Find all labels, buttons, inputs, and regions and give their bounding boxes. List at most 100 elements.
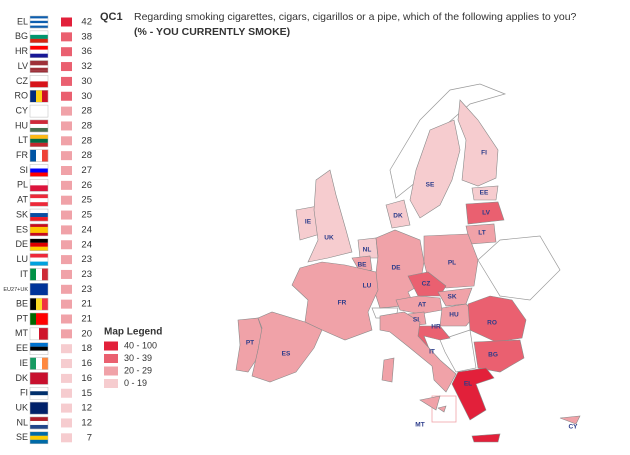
map-label: CY (568, 424, 578, 431)
value-label: 28 (81, 106, 92, 117)
flag-stripe (30, 38, 48, 43)
country-code: NL (16, 417, 28, 427)
country-code: PT (16, 313, 28, 323)
flag-stripe (30, 172, 48, 177)
map-label: SE (426, 182, 435, 189)
legend-label: 30 - 39 (124, 353, 152, 363)
flag-border (29, 193, 49, 207)
map-label: EE (480, 190, 489, 197)
flag-stripe (36, 357, 43, 370)
flag-stripe (30, 67, 48, 71)
map-label: FI (481, 150, 487, 157)
legend-title: Map Legend (104, 327, 162, 338)
value-swatch (61, 166, 72, 175)
flag-border (29, 149, 49, 162)
flag-stripe (42, 357, 49, 370)
flag-stripe (30, 268, 37, 281)
value-label: 38 (81, 31, 92, 42)
value-swatch (61, 151, 72, 161)
map-label: DK (393, 213, 403, 220)
value-swatch (61, 32, 72, 42)
value-swatch (61, 76, 72, 86)
map-label: EL (464, 381, 472, 388)
map-label: UK (324, 235, 334, 242)
value-swatch (61, 225, 72, 235)
flag-stripe (30, 232, 48, 236)
flag-stripe (30, 25, 48, 29)
question-subtitle: (% - YOU CURRENTLY SMOKE) (134, 26, 290, 38)
map-label: PT (246, 340, 254, 347)
flag-stripe (30, 105, 48, 118)
flag-border (29, 90, 49, 103)
flag-stripe (30, 420, 48, 426)
value-label: 21 (81, 314, 92, 325)
country-code: IE (19, 358, 28, 368)
value-label: 27 (81, 165, 92, 176)
value-label: 30 (81, 91, 92, 102)
flag-stripe (30, 142, 48, 147)
legend-swatch (104, 379, 118, 388)
country-shape (351, 255, 373, 273)
value-swatch (61, 388, 72, 398)
flag-stripe (30, 18, 48, 21)
flag-stripe (30, 81, 48, 88)
country-shape (457, 99, 499, 187)
flag-border (29, 30, 49, 44)
flag-border (29, 297, 49, 311)
value-swatch (61, 403, 72, 413)
flag-stripe (36, 313, 43, 325)
legend-swatch (104, 354, 118, 363)
country-shape (473, 339, 525, 373)
value-label: 23 (81, 284, 92, 295)
country-code: IT (20, 269, 29, 279)
value-swatch (61, 136, 72, 146)
flag-stripe (36, 149, 43, 162)
flag-stripe (30, 53, 48, 58)
flag-stripe (30, 242, 48, 247)
flag-border (29, 416, 49, 430)
value-label: 23 (81, 254, 92, 265)
flag-stripe (30, 149, 37, 162)
value-label: 30 (81, 76, 92, 87)
flag-stripe (30, 357, 37, 370)
value-label: 24 (81, 224, 92, 235)
value-label: 28 (81, 150, 92, 161)
country-shape (559, 415, 581, 425)
flag-border (29, 15, 49, 29)
flag-stripe (30, 30, 48, 35)
map-label: HU (449, 312, 459, 319)
flag-stripe (42, 268, 49, 281)
flag-stripe (36, 268, 43, 281)
value-swatch (61, 418, 72, 428)
country-shape (471, 185, 499, 201)
value-label: 28 (81, 120, 92, 131)
flag-stripe (30, 70, 48, 73)
map-label: BG (488, 352, 498, 359)
value-label: 32 (81, 61, 92, 72)
flag-border (29, 401, 49, 415)
map-label: LT (478, 230, 485, 237)
flag-stripe (30, 134, 48, 139)
country-code: HU (15, 120, 28, 130)
flag-stripe (30, 283, 48, 296)
country-code: LV (18, 61, 28, 71)
value-label: 25 (81, 210, 92, 221)
flag-stripe (36, 90, 43, 103)
country-code: FI (20, 388, 28, 398)
flag-stripe (30, 238, 48, 243)
flag-stripe (30, 209, 48, 214)
flag-border (29, 342, 49, 355)
flag-stripe (42, 313, 49, 325)
flag-stripe (30, 90, 37, 103)
flag-stripe (36, 298, 43, 311)
flag-stripe (30, 439, 48, 444)
country-shape (379, 311, 457, 393)
balkans (439, 329, 477, 373)
country-code: MT (15, 328, 28, 338)
east (477, 235, 561, 301)
flag-border (29, 283, 49, 296)
flag-stripe (30, 395, 48, 400)
flag-stripe (30, 391, 48, 396)
value-label: 25 (81, 195, 92, 206)
flag-border (29, 104, 49, 118)
